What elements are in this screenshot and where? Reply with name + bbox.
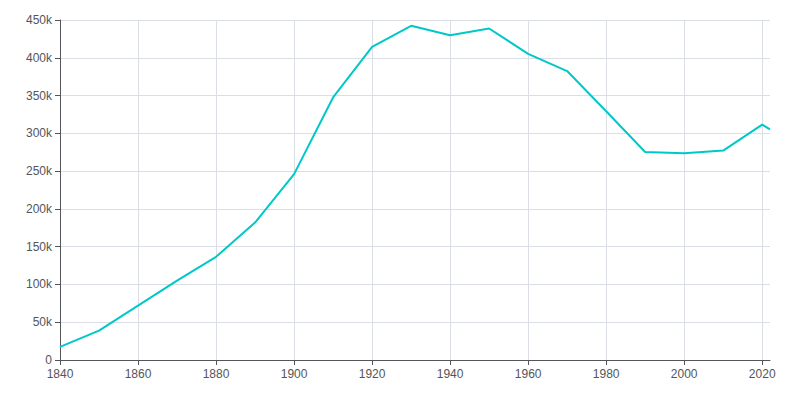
svg-text:150k: 150k	[26, 240, 53, 254]
svg-text:1860: 1860	[125, 367, 152, 381]
svg-text:350k: 350k	[26, 89, 53, 103]
svg-text:1920: 1920	[359, 367, 386, 381]
svg-text:0: 0	[45, 353, 52, 367]
svg-text:400k: 400k	[26, 51, 53, 65]
svg-text:2020: 2020	[749, 367, 776, 381]
svg-text:1940: 1940	[437, 367, 464, 381]
svg-text:2000: 2000	[671, 367, 698, 381]
svg-text:300k: 300k	[26, 126, 53, 140]
svg-text:1840: 1840	[47, 367, 74, 381]
svg-text:100k: 100k	[26, 277, 53, 291]
svg-text:1980: 1980	[593, 367, 620, 381]
svg-text:50k: 50k	[33, 315, 53, 329]
svg-text:200k: 200k	[26, 202, 53, 216]
svg-text:450k: 450k	[26, 13, 53, 27]
svg-text:1900: 1900	[281, 367, 308, 381]
svg-text:250k: 250k	[26, 164, 53, 178]
svg-text:1960: 1960	[515, 367, 542, 381]
svg-text:1880: 1880	[203, 367, 230, 381]
